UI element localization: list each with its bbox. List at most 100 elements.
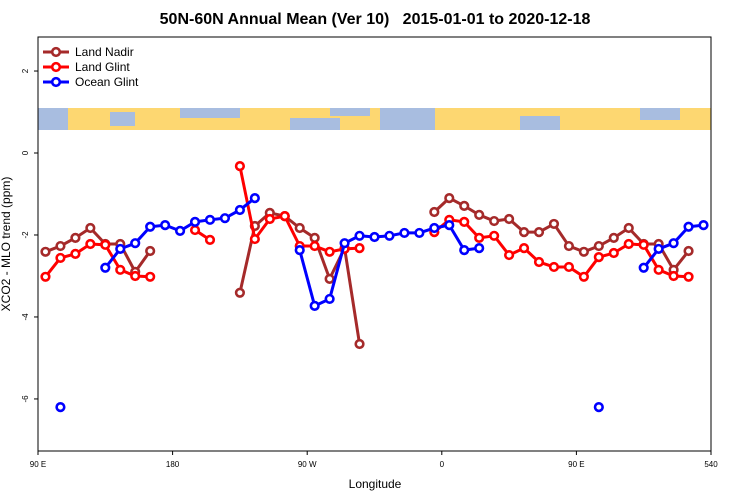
x-tick-label: 0	[440, 460, 445, 469]
data-point	[399, 227, 410, 239]
data-point	[459, 200, 470, 211]
data-point	[70, 248, 81, 259]
data-point	[189, 224, 201, 236]
data-point	[608, 232, 619, 243]
data-point	[504, 249, 515, 261]
data-point	[474, 232, 485, 243]
y-tick-label: -4	[21, 313, 30, 321]
data-point	[40, 246, 51, 257]
data-point	[653, 243, 664, 255]
legend-marker	[50, 76, 62, 88]
data-point	[294, 222, 305, 234]
data-point	[130, 238, 141, 249]
data-point	[593, 402, 604, 413]
data-point	[518, 242, 530, 254]
data-point	[354, 338, 365, 350]
series-line	[44, 196, 690, 345]
data-point	[623, 222, 634, 234]
data-point	[55, 240, 66, 252]
data-point	[234, 204, 245, 216]
data-point	[474, 242, 485, 254]
data-point	[309, 300, 320, 311]
data-point	[130, 270, 141, 282]
y-tick-label: -2	[21, 231, 30, 239]
data-point	[369, 231, 380, 243]
data-point	[219, 213, 231, 224]
data-point	[234, 287, 245, 298]
y-tick-label: 2	[21, 68, 30, 73]
x-tick-label: 90 E	[30, 460, 46, 469]
data-point	[608, 247, 619, 259]
y-tick-label: 0	[21, 150, 30, 155]
data-point	[638, 239, 649, 250]
data-point	[189, 216, 201, 227]
data-point	[354, 242, 365, 254]
chart-title: 50N-60N Annual Mean (Ver 10) 2015-01-01 …	[160, 11, 591, 28]
data-point	[40, 271, 51, 282]
legend-label: Ocean Glint	[75, 75, 139, 89]
legend-marker	[50, 46, 62, 58]
data-point	[249, 192, 260, 204]
data-point	[249, 233, 260, 245]
data-point	[683, 221, 694, 232]
data-point	[85, 222, 96, 234]
data-point	[668, 270, 679, 282]
data-point	[489, 215, 500, 227]
data-point	[429, 222, 440, 234]
data-point	[533, 256, 545, 268]
data-point	[683, 245, 694, 257]
data-point	[55, 252, 66, 264]
data-point	[279, 211, 290, 222]
data-point	[429, 206, 440, 218]
data-point	[204, 214, 216, 225]
data-point	[145, 245, 156, 257]
legend-marker	[50, 61, 62, 73]
data-point	[384, 230, 395, 241]
x-tick-label: 540	[704, 460, 718, 469]
data-point	[145, 271, 156, 282]
data-point	[638, 262, 649, 273]
data-point	[474, 209, 485, 220]
series-line	[44, 165, 689, 279]
data-point	[309, 232, 320, 243]
data-point	[593, 252, 604, 263]
y-axis-label: XCO2 - MLO trend (ppm)	[0, 177, 13, 312]
data-point	[85, 238, 96, 250]
data-point	[115, 243, 126, 255]
data-point	[264, 213, 275, 225]
data-point	[518, 227, 530, 238]
data-point	[204, 234, 216, 246]
data-point	[145, 221, 156, 232]
data-point	[324, 293, 335, 305]
x-tick-label: 90 W	[298, 460, 317, 469]
data-point	[339, 238, 350, 249]
data-point	[683, 271, 694, 282]
data-point	[234, 161, 245, 172]
data-point	[698, 220, 709, 231]
data-point	[578, 246, 589, 257]
data-point	[100, 262, 111, 273]
data-point	[459, 216, 470, 227]
data-point	[414, 227, 425, 239]
data-point	[548, 218, 560, 230]
data-point	[504, 213, 515, 225]
data-point	[70, 232, 81, 243]
data-point	[309, 240, 320, 252]
data-point	[593, 240, 604, 252]
data-point	[55, 402, 66, 413]
data-point	[444, 220, 455, 231]
x-axis-label: Longitude	[349, 477, 402, 491]
data-point	[354, 230, 365, 241]
map-band	[38, 108, 711, 130]
data-point	[563, 240, 575, 252]
x-tick-label: 90 E	[568, 460, 584, 469]
data-point	[668, 238, 679, 249]
data-point	[653, 264, 664, 275]
data-point	[563, 261, 575, 273]
data-point	[100, 239, 111, 250]
legend-label: Land Glint	[75, 60, 130, 74]
data-point	[459, 245, 470, 256]
data-point	[623, 238, 634, 250]
data-point	[578, 271, 589, 282]
